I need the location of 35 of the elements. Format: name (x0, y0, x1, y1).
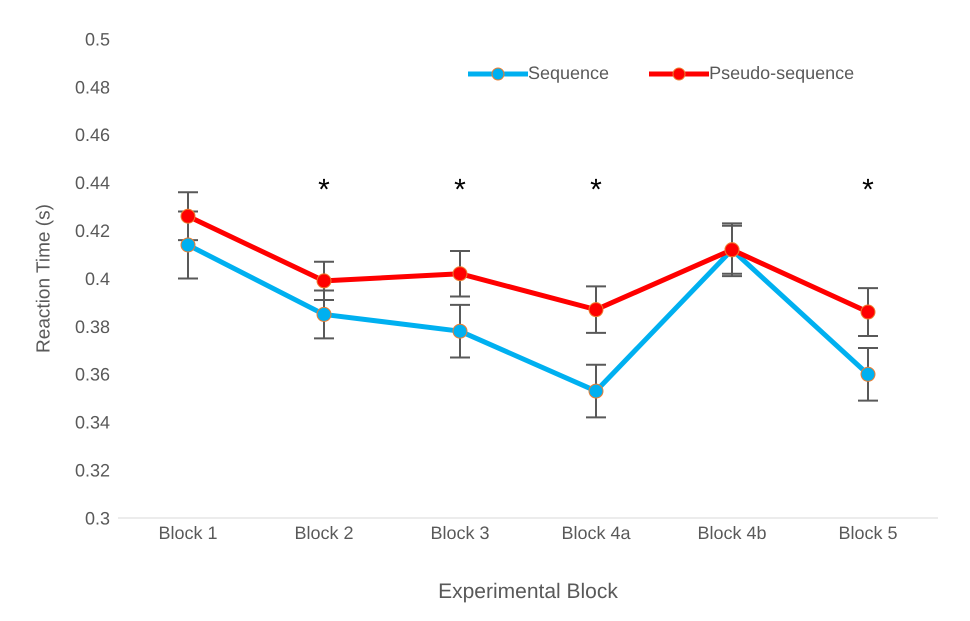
point (452, 324, 468, 339)
annotation: * (862, 174, 874, 207)
point (452, 266, 468, 282)
y-axis-title: Reaction Time (s) (34, 204, 55, 353)
x-tick-label: Block 2 (294, 522, 354, 543)
x-tick-label: Block 5 (838, 522, 898, 543)
x-tick-label: Block 3 (430, 522, 490, 543)
y-tick-label: 0.4 (84, 268, 110, 289)
x-tick-label: Block 4a (561, 522, 632, 543)
annotation: * (590, 174, 602, 207)
point (860, 304, 876, 320)
point (316, 306, 332, 322)
annotation: * (318, 174, 330, 207)
legend-label: Sequence (528, 63, 610, 84)
legend-label: Pseudo-sequence (709, 63, 854, 84)
y-tick-label: 0.38 (74, 316, 110, 337)
annotation: * (454, 174, 466, 207)
point (180, 208, 196, 224)
y-tick-label: 0.42 (74, 220, 110, 241)
point (316, 273, 332, 288)
point (588, 302, 604, 318)
y-tick-label: 0.5 (84, 29, 110, 50)
x-tick-label: Block 1 (158, 522, 218, 543)
y-tick-label: 0.46 (74, 125, 110, 146)
point (180, 237, 196, 252)
x-tick-label: Block 4b (697, 522, 767, 543)
point (860, 366, 876, 382)
y-tick-label: 0.3 (84, 508, 110, 528)
y-tick-label: 0.32 (74, 460, 110, 480)
y-tick-label: 0.34 (74, 412, 110, 433)
point (588, 384, 604, 399)
y-tick-label: 0.48 (74, 77, 110, 98)
y-tick-label: 0.44 (74, 173, 110, 194)
y-tick-label: 0.36 (74, 364, 110, 385)
x-axis-title: Experimental Block (438, 580, 618, 603)
